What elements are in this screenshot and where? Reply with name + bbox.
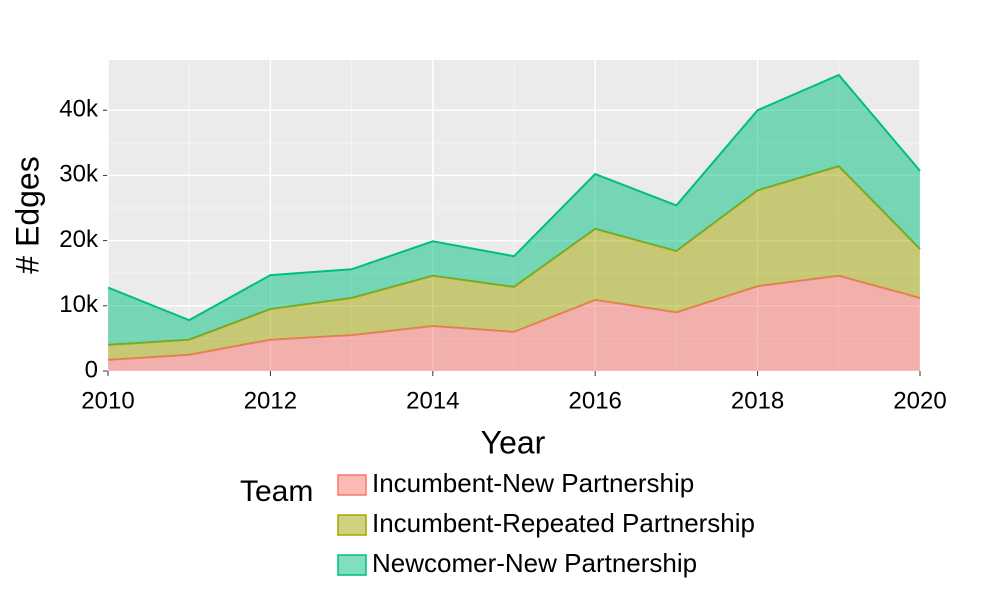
y-tick-label: 30k: [59, 161, 99, 188]
legend-label: Newcomer-New Partnership: [372, 548, 697, 578]
x-tick-label: 2020: [893, 387, 946, 414]
y-axis-title: # Edges: [9, 156, 45, 273]
y-tick-label: 10k: [59, 291, 99, 318]
area-fill: [108, 166, 920, 360]
y-tick-label: 0: [85, 356, 98, 383]
legend-label: Incumbent-Repeated Partnership: [372, 508, 755, 538]
x-tick-label: 2010: [81, 387, 134, 414]
area-fill: [108, 74, 920, 345]
area-line: [107, 73, 921, 322]
legend-key: [337, 514, 367, 536]
y-tick-label: 40k: [59, 96, 99, 123]
y-tick-label: 20k: [59, 226, 99, 253]
legend-label: Incumbent-New Partnership: [372, 468, 694, 498]
legend-key: [337, 554, 367, 576]
x-axis-title: Year: [481, 424, 546, 460]
x-tick-label: 2018: [731, 387, 784, 414]
legend-title: Team: [240, 475, 313, 508]
x-tick-label: 2016: [569, 387, 622, 414]
x-tick-label: 2014: [406, 387, 459, 414]
legend-key: [337, 474, 367, 496]
x-tick-label: 2012: [244, 387, 297, 414]
